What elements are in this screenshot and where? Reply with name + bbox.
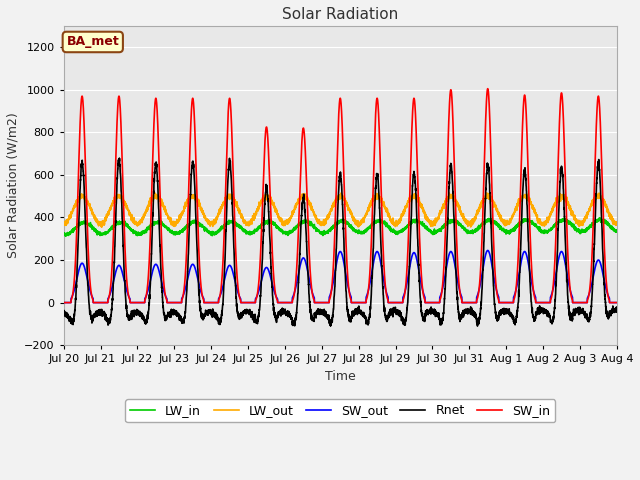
Rnet [60,310,67,315]
Legend: LW_in, LW_out, SW_out, Rnet, SW_in: LW_in, LW_out, SW_out, Rnet, SW_in [125,399,556,422]
LW_in [596,215,604,221]
LW_in [320,229,328,235]
LW_in [496,224,504,229]
SW_in [159,269,167,275]
Line: SW_out: SW_out [63,251,617,302]
LW_out [483,190,491,196]
Title: Solar Radiation: Solar Radiation [282,7,398,22]
X-axis label: Time: Time [325,370,356,383]
LW_out [434,215,442,221]
SW_out [60,300,67,305]
Rnet [320,312,328,318]
Rnet [116,156,124,161]
SW_in [60,300,67,305]
SW_out [484,248,492,253]
Y-axis label: Solar Radiation (W/m2): Solar Radiation (W/m2) [7,113,20,258]
Rnet [465,307,472,312]
SW_out [496,300,504,305]
Rnet [434,314,442,320]
Rnet [159,303,167,309]
LW_out [612,222,620,228]
Line: LW_in: LW_in [63,218,617,236]
LW_in [465,228,472,234]
SW_in [612,300,620,305]
SW_out [159,285,167,291]
Line: SW_in: SW_in [63,89,617,302]
LW_in [60,231,67,237]
Text: BA_met: BA_met [67,36,119,48]
SW_in [484,86,492,92]
LW_out [320,217,328,223]
SW_out [612,300,620,305]
LW_out [496,216,504,221]
LW_in [159,222,167,228]
LW_out [613,222,621,228]
LW_in [434,229,442,235]
SW_in [319,300,327,305]
SW_out [434,300,442,305]
LW_in [612,227,620,233]
Rnet [496,311,504,316]
LW_in [613,228,621,234]
SW_out [613,300,621,305]
Rnet [612,304,620,310]
Rnet [613,306,621,312]
SW_in [464,300,472,305]
Rnet [474,323,481,329]
LW_out [98,224,106,230]
Line: Rnet: Rnet [63,158,617,326]
SW_in [496,300,504,305]
SW_out [464,300,472,305]
LW_out [159,204,167,210]
LW_out [465,221,472,227]
LW_out [60,221,67,227]
SW_in [613,300,621,305]
LW_in [61,233,69,239]
SW_in [434,300,442,305]
Line: LW_out: LW_out [63,193,617,227]
SW_out [319,300,327,305]
